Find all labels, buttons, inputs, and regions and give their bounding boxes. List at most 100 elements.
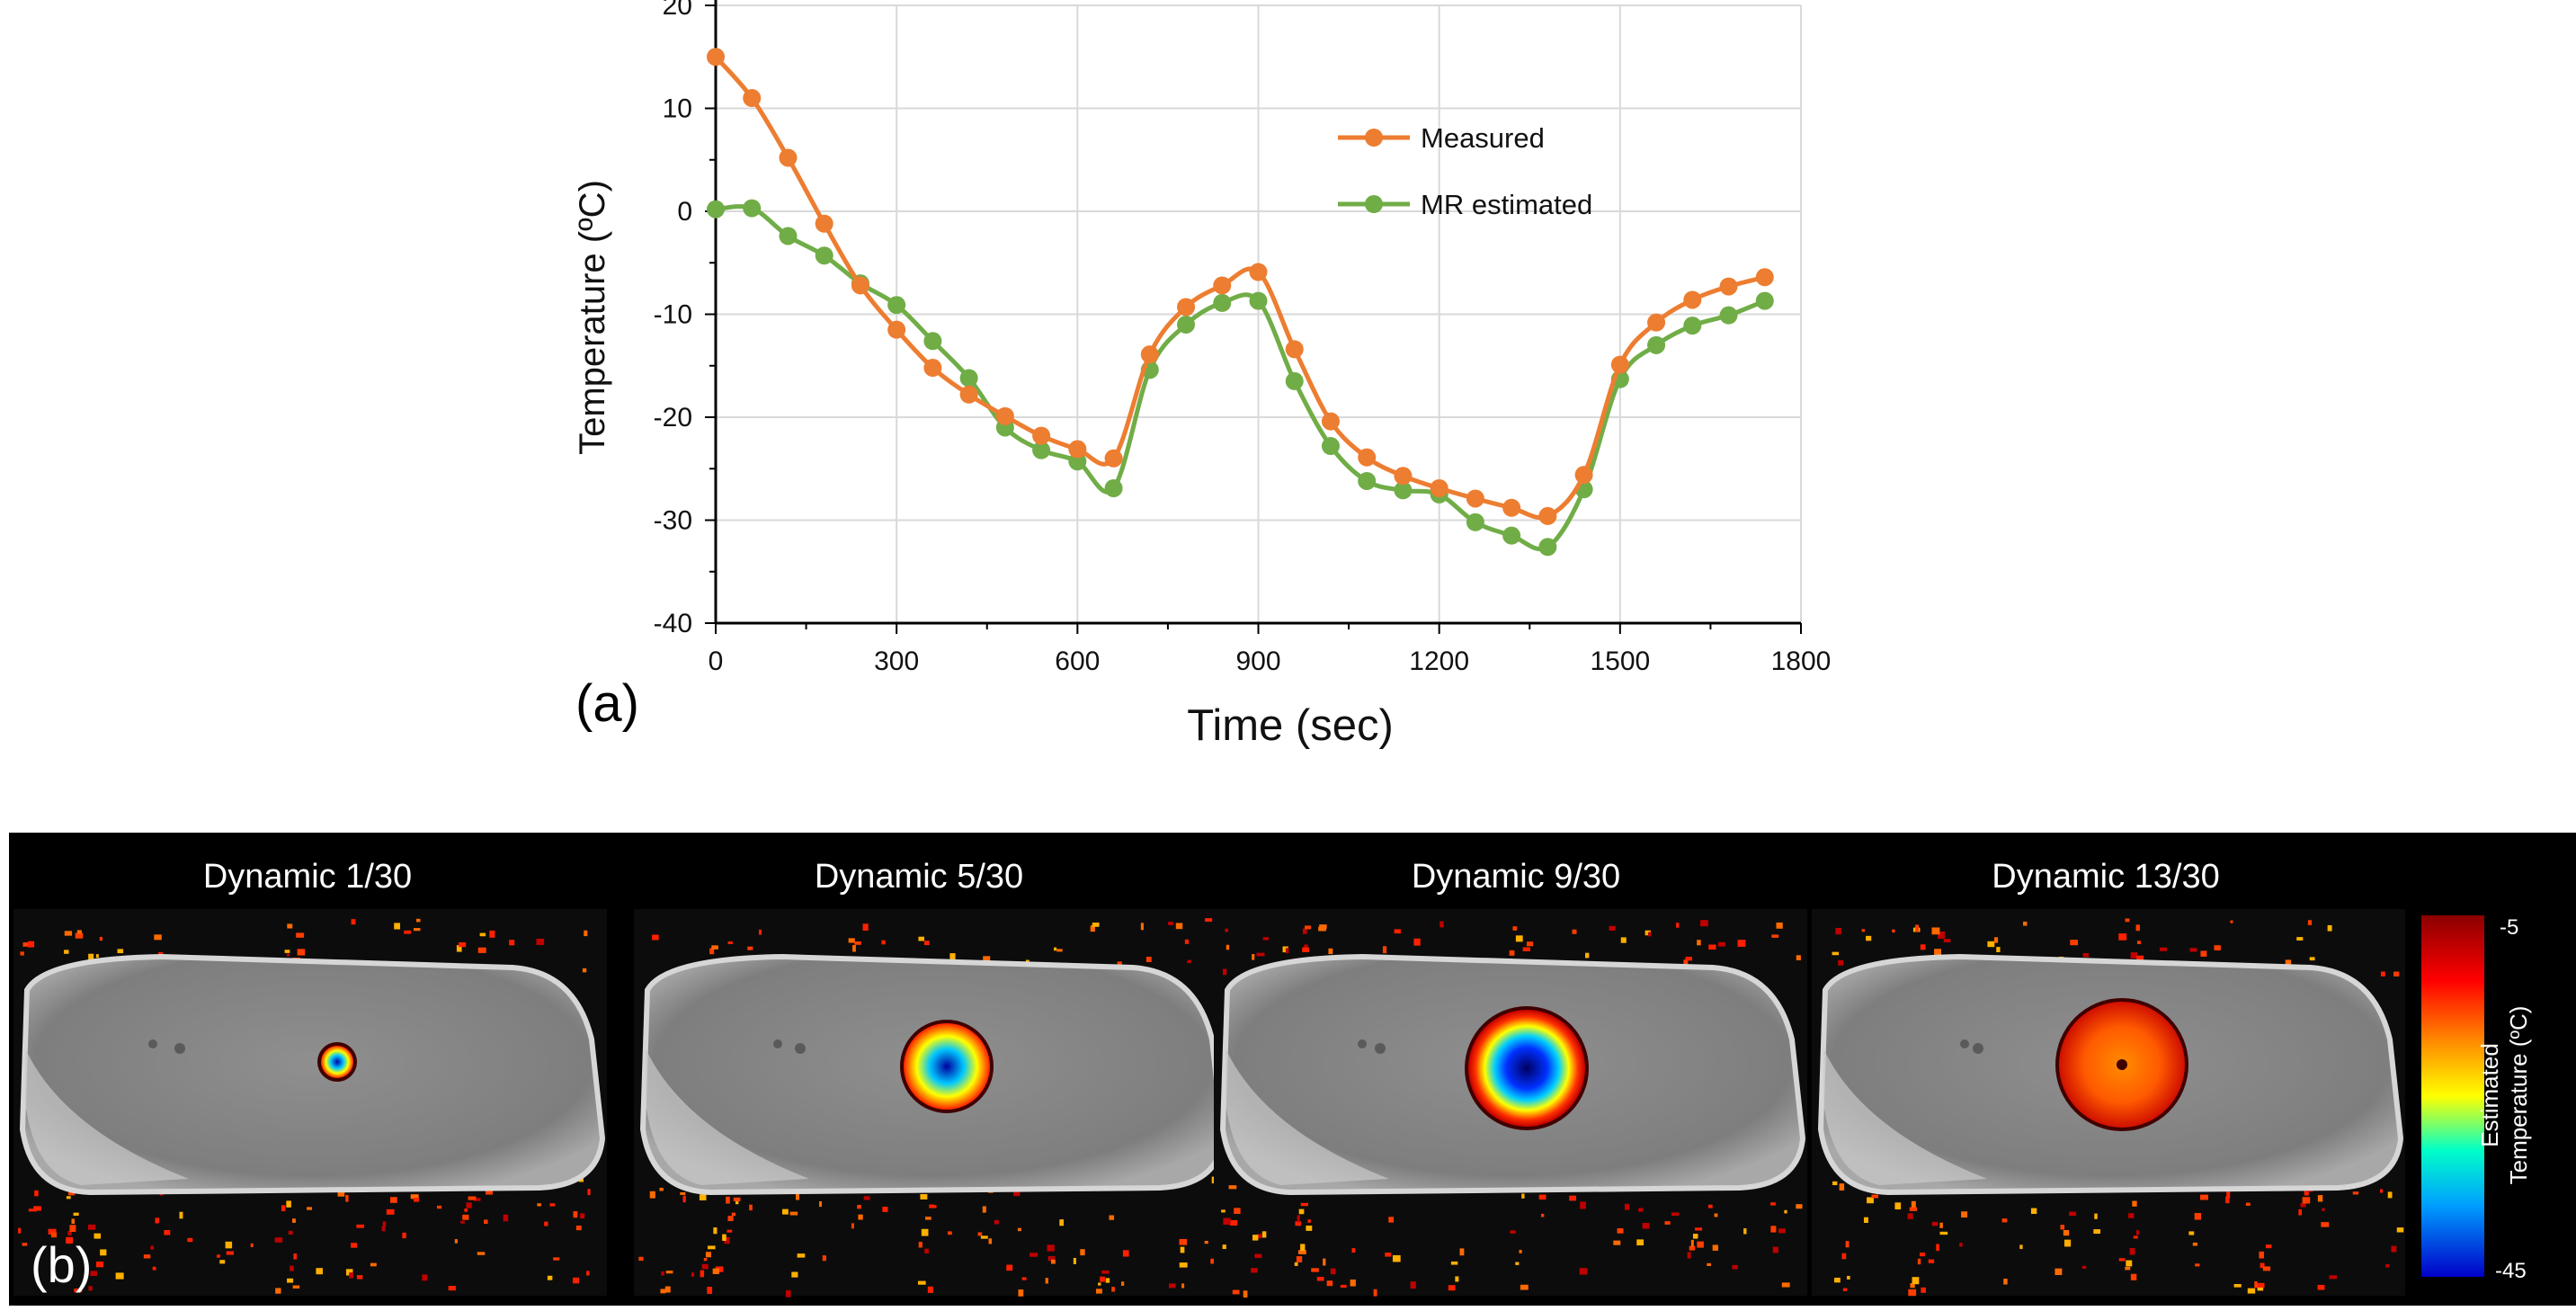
data-point-measured [851, 276, 869, 295]
noise-speckle [733, 1197, 741, 1201]
noise-speckle [2199, 1194, 2208, 1200]
noise-speckle [1282, 946, 1288, 953]
noise-speckle [918, 936, 925, 941]
noise-speckle [1047, 1244, 1055, 1252]
noise-speckle [789, 1211, 798, 1216]
data-point-measured [887, 320, 906, 339]
data-point-mr-estimated [1538, 538, 1557, 557]
noise-speckle [1538, 1194, 1546, 1200]
data-point-mr-estimated [959, 369, 978, 388]
noise-speckle [2309, 957, 2315, 961]
noise-speckle [2380, 1189, 2384, 1193]
noise-speckle [1645, 930, 1651, 936]
noise-speckle [2321, 1222, 2330, 1227]
noise-speckle [2060, 1225, 2065, 1230]
noise-speckle [2391, 1245, 2397, 1253]
noise-speckle [291, 1218, 296, 1223]
y-tick-label: -40 [654, 609, 692, 638]
noise-speckle [1340, 1284, 1347, 1289]
noise-speckle [2296, 937, 2304, 941]
noise-speckle [1915, 924, 1920, 932]
phantom-bright-edge [25, 1048, 189, 1185]
noise-speckle [1305, 925, 1312, 930]
noise-speckle [863, 1196, 870, 1200]
noise-speckle [652, 934, 659, 941]
noise-speckle [2126, 1260, 2133, 1267]
noise-speckle [1045, 1278, 1048, 1284]
noise-speckle [1841, 1253, 1847, 1260]
data-point-measured [1358, 448, 1377, 467]
noise-speckle [297, 949, 306, 956]
noise-speckle [290, 1265, 294, 1271]
noise-speckle [2063, 1239, 2072, 1247]
noise-speckle [1921, 1287, 1926, 1293]
noise-speckle [1319, 924, 1327, 929]
noise-speckle [88, 953, 94, 961]
legend-label-mr-estimated: MR estimated [1421, 189, 1592, 220]
noise-speckle [1300, 1244, 1306, 1251]
noise-speckle [659, 1187, 664, 1191]
noise-speckle [459, 941, 467, 948]
noise-speckle [1385, 1253, 1392, 1257]
noise-speckle [1996, 947, 2001, 952]
noise-speckle [1311, 1268, 1319, 1272]
noise-speckle [1225, 928, 1229, 932]
noise-speckle [100, 1249, 107, 1256]
noise-speckle [2063, 1229, 2070, 1236]
noise-speckle [549, 1203, 556, 1207]
frame-title-3: Dynamic 9/30 [1411, 858, 1621, 896]
data-point-mr-estimated [743, 199, 762, 218]
data-point-measured [923, 359, 942, 378]
noise-speckle [286, 1200, 291, 1208]
noise-speckle [1845, 1241, 1850, 1248]
chart-series [707, 48, 1774, 557]
noise-speckle [1101, 1270, 1110, 1274]
noise-speckle [281, 1205, 286, 1212]
data-point-measured [1032, 426, 1051, 445]
noise-speckle [474, 1198, 481, 1201]
noise-speckle [2285, 959, 2292, 967]
data-point-mr-estimated [779, 227, 798, 245]
noise-speckle [707, 1287, 713, 1294]
noise-speckle [1796, 955, 1801, 960]
data-point-mr-estimated [815, 246, 833, 265]
noise-speckle [2001, 1218, 2008, 1223]
noise-speckle [705, 1252, 711, 1258]
noise-speckle [22, 1243, 28, 1246]
y-tick-label: -10 [654, 300, 692, 330]
data-point-mr-estimated [1104, 479, 1123, 498]
phantom-bright-edge [646, 1048, 809, 1185]
noise-speckle [785, 1289, 791, 1298]
noise-speckle [795, 1193, 800, 1200]
noise-speckle [1328, 948, 1333, 955]
phantom-dot [1960, 1039, 1969, 1048]
frame-title-4: Dynamic 13/30 [1992, 858, 2220, 896]
noise-speckle [64, 950, 69, 954]
noise-speckle [2125, 918, 2130, 923]
noise-speckle [287, 923, 293, 929]
noise-speckle [1243, 1290, 1248, 1298]
noise-speckle [1700, 920, 1708, 927]
noise-speckle [1459, 1248, 1465, 1256]
data-point-measured [1068, 440, 1087, 459]
y-tick-label: 10 [663, 94, 692, 124]
noise-speckle [2225, 1196, 2230, 1204]
noise-speckle [2130, 952, 2138, 959]
noise-speckle [2233, 1284, 2242, 1288]
noise-speckle [1642, 1223, 1650, 1229]
noise-speckle [1692, 1234, 1698, 1239]
noise-speckle [1223, 1217, 1231, 1226]
data-point-measured [1466, 489, 1484, 508]
noise-speckle [286, 953, 290, 957]
noise-speckle [2003, 1279, 2008, 1285]
x-tick-label: 1800 [1771, 647, 1832, 676]
noise-speckle [2023, 921, 2028, 926]
noise-speckle [1579, 1268, 1588, 1275]
data-point-measured [1140, 345, 1159, 364]
noise-speckle [226, 1251, 234, 1255]
data-point-measured [1213, 276, 1232, 295]
noise-speckle [1613, 1240, 1621, 1245]
noise-speckle [1892, 929, 1895, 933]
noise-speckle [1073, 1257, 1076, 1264]
noise-speckle [382, 1221, 387, 1226]
